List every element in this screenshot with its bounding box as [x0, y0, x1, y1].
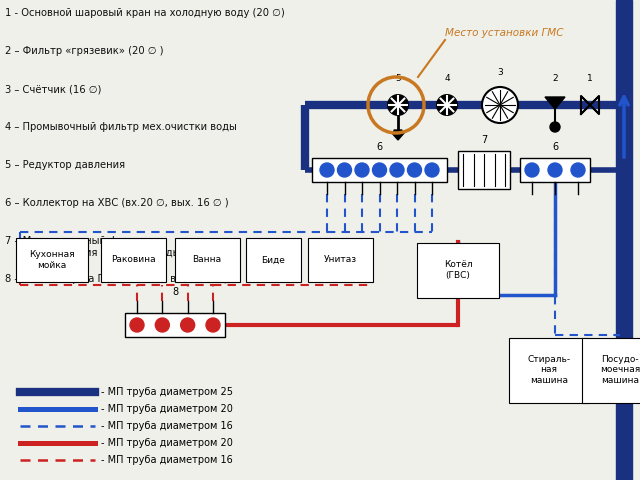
- Polygon shape: [581, 96, 599, 114]
- Text: 1 - Основной шаровый кран на холодную воду (20 ∅): 1 - Основной шаровый кран на холодную во…: [5, 8, 285, 18]
- Circle shape: [206, 318, 220, 332]
- Bar: [616, 0, 632, 480]
- Circle shape: [408, 163, 422, 177]
- Circle shape: [425, 163, 439, 177]
- Text: 2 – Фильтр «грязевик» (20 ∅ ): 2 – Фильтр «грязевик» (20 ∅ ): [5, 46, 163, 56]
- Text: 4 – Промывочный фильтр мех.очистки воды: 4 – Промывочный фильтр мех.очистки воды: [5, 122, 237, 132]
- Text: 5 – Редуктор давления: 5 – Редуктор давления: [5, 160, 125, 170]
- Bar: [509, 337, 589, 403]
- Circle shape: [355, 163, 369, 177]
- Circle shape: [482, 87, 518, 123]
- Text: Посудо-
моечная
машина: Посудо- моечная машина: [600, 355, 640, 385]
- Circle shape: [180, 318, 195, 332]
- Circle shape: [548, 163, 562, 177]
- Text: Биде: Биде: [261, 255, 285, 264]
- Polygon shape: [581, 96, 599, 114]
- Text: 7 – Магистральный фильтр
    тех. умягчения холодной воды: 7 – Магистральный фильтр тех. умягчения …: [5, 236, 180, 258]
- Circle shape: [320, 163, 334, 177]
- Text: Стираль-
ная
машина: Стираль- ная машина: [527, 355, 571, 385]
- Bar: [246, 238, 301, 282]
- Circle shape: [571, 163, 585, 177]
- Text: 6: 6: [376, 142, 383, 152]
- Circle shape: [390, 163, 404, 177]
- Text: Раковина: Раковина: [111, 255, 156, 264]
- Text: 5: 5: [395, 74, 401, 83]
- Bar: [16, 238, 88, 282]
- Circle shape: [130, 318, 144, 332]
- Text: 6 – Коллектор на ХВС (вх.20 ∅, вых. 16 ∅ ): 6 – Коллектор на ХВС (вх.20 ∅, вых. 16 ∅…: [5, 198, 228, 208]
- Text: Котёл
(ГВС): Котёл (ГВС): [444, 260, 472, 280]
- Text: - МП труба диаметром 16: - МП труба диаметром 16: [101, 455, 233, 465]
- Bar: [100, 238, 166, 282]
- Text: 1: 1: [587, 74, 593, 83]
- Text: Унитаз: Унитаз: [323, 255, 356, 264]
- Text: 7: 7: [481, 135, 487, 145]
- Circle shape: [525, 163, 539, 177]
- Bar: [175, 238, 239, 282]
- Circle shape: [387, 94, 409, 116]
- Text: 2: 2: [552, 74, 558, 83]
- Circle shape: [550, 122, 560, 132]
- Text: Ванна: Ванна: [193, 255, 221, 264]
- Text: 3 – Счётчик (16 ∅): 3 – Счётчик (16 ∅): [5, 84, 101, 94]
- Text: 3: 3: [497, 68, 503, 77]
- Polygon shape: [545, 97, 565, 109]
- Text: Место установки ГМС: Место установки ГМС: [445, 28, 563, 38]
- Text: - МП труба диаметром 20: - МП труба диаметром 20: [101, 438, 233, 448]
- Text: 8: 8: [172, 287, 178, 297]
- Circle shape: [337, 163, 351, 177]
- Text: 8 – Коллектор на ГВС (вх.20 ∅, вых. 16 ∅ ): 8 – Коллектор на ГВС (вх.20 ∅, вых. 16 ∅…: [5, 274, 228, 284]
- Bar: [458, 151, 510, 189]
- Bar: [312, 158, 447, 182]
- Bar: [417, 242, 499, 298]
- Text: - МП труба диаметром 25: - МП труба диаметром 25: [101, 387, 233, 397]
- Circle shape: [372, 163, 387, 177]
- Circle shape: [436, 94, 458, 116]
- Text: 4: 4: [444, 74, 450, 83]
- Bar: [520, 158, 590, 182]
- Text: - МП труба диаметром 20: - МП труба диаметром 20: [101, 404, 233, 414]
- Bar: [125, 313, 225, 337]
- Bar: [582, 337, 640, 403]
- Bar: [307, 238, 372, 282]
- FancyArrow shape: [391, 130, 405, 140]
- Text: - МП труба диаметром 16: - МП труба диаметром 16: [101, 421, 233, 431]
- Text: Кухонная
мойка: Кухонная мойка: [29, 250, 75, 270]
- Text: 6: 6: [552, 142, 558, 152]
- Circle shape: [156, 318, 170, 332]
